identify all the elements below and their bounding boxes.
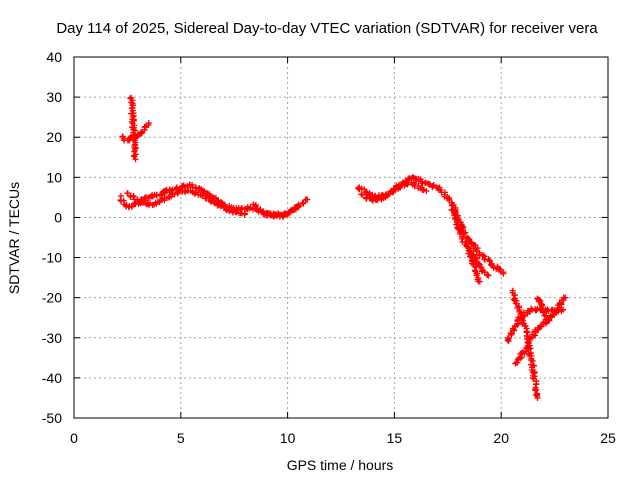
data-point [512, 300, 519, 307]
ticks: 0 5 10 15 20 25 -50 -40 -30 -20 -10 0 10 20 30 40 [42, 49, 616, 446]
data-point [173, 184, 180, 191]
data-point [213, 198, 220, 205]
data-point [562, 294, 569, 301]
y-tick-label: 40 [46, 49, 62, 65]
series-arc-f [358, 179, 430, 204]
x-tick-label: 25 [600, 430, 616, 446]
plot-frame [73, 56, 609, 419]
series-arc-l [534, 295, 551, 325]
data-point [359, 191, 366, 198]
data-point [485, 272, 492, 279]
series-arc-h [463, 242, 492, 279]
data-point [473, 263, 480, 270]
data-point [476, 278, 483, 285]
data-point [257, 206, 264, 213]
data-point [131, 153, 138, 160]
x-tick-label: 15 [387, 430, 403, 446]
data-point [500, 270, 507, 277]
data-point [267, 212, 274, 219]
data-point [397, 184, 404, 191]
data-point [532, 332, 539, 339]
x-tick-label: 20 [493, 430, 509, 446]
data-point [162, 187, 169, 194]
chart-title: Day 114 of 2025, Sidereal Day-to-day VTE… [56, 20, 598, 37]
data-points [117, 94, 569, 401]
data-point [496, 265, 503, 272]
data-point [558, 300, 565, 307]
data-point [544, 318, 551, 325]
data-point [510, 296, 517, 303]
x-tick-label: 0 [70, 430, 78, 446]
data-point [507, 330, 514, 337]
y-tick-label: 20 [46, 129, 62, 145]
data-point [229, 208, 236, 215]
data-point [199, 192, 206, 199]
data-point [128, 118, 135, 125]
grid [74, 57, 608, 418]
data-point [300, 200, 307, 207]
data-point [138, 198, 145, 205]
data-point [124, 190, 131, 197]
y-tick-label: 30 [46, 89, 62, 105]
data-point [469, 253, 476, 260]
x-tick-label: 5 [177, 430, 185, 446]
series-arc-d [250, 201, 302, 221]
data-point [274, 212, 281, 219]
data-point [524, 339, 531, 346]
y-tick-label: -20 [42, 290, 62, 306]
series-arc-a-cross [119, 120, 152, 144]
data-point [534, 394, 541, 401]
data-point [484, 271, 491, 278]
data-point [504, 335, 511, 342]
data-point [520, 309, 527, 316]
data-point [540, 308, 547, 315]
data-point [241, 210, 248, 217]
y-axis-label: SDTVAR / TECUs [6, 182, 22, 294]
data-point [505, 335, 512, 342]
data-point [132, 156, 139, 163]
data-point [295, 204, 302, 211]
y-tick-label: -30 [42, 330, 62, 346]
data-point [475, 260, 482, 267]
y-tick-label: 10 [46, 169, 62, 185]
data-point [294, 203, 301, 210]
y-tick-label: -40 [42, 370, 62, 386]
data-point [530, 370, 537, 377]
data-point [145, 120, 152, 127]
x-axis-label: GPS time / hours [287, 457, 394, 473]
data-point [303, 196, 310, 203]
series-arc-c [124, 187, 248, 218]
y-tick-label: -10 [42, 250, 62, 266]
data-point [423, 187, 430, 194]
data-point [533, 380, 540, 387]
y-tick-label: 0 [54, 209, 62, 225]
y-tick-label: -50 [42, 410, 62, 426]
data-point [449, 206, 456, 213]
data-point [519, 349, 526, 356]
data-point [560, 306, 567, 313]
x-tick-label: 10 [280, 430, 296, 446]
